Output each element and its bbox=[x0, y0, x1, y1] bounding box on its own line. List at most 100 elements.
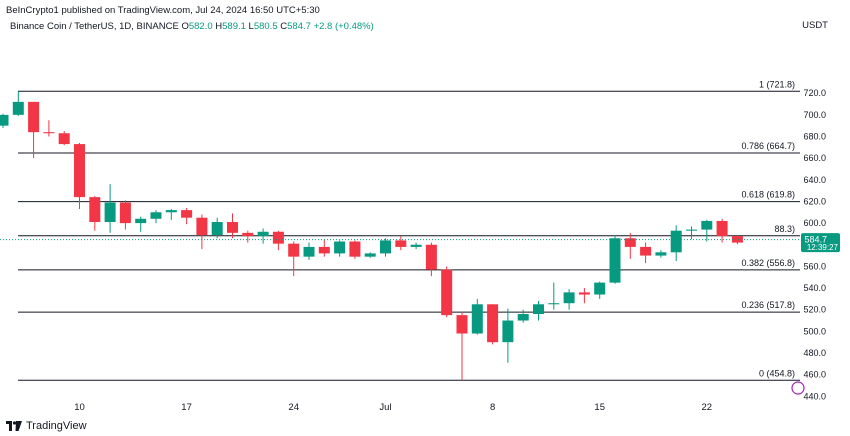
candle-body[interactable] bbox=[104, 202, 116, 223]
y-tick-label: 680.0 bbox=[803, 132, 826, 142]
y-tick-label: 720.0 bbox=[803, 88, 826, 98]
last-price-tag: 584.712:39:27 bbox=[801, 233, 840, 253]
candle-body[interactable] bbox=[181, 210, 193, 218]
candle-body[interactable] bbox=[364, 253, 376, 257]
currency-label[interactable]: USDT bbox=[802, 20, 828, 31]
close-value: 584.7 bbox=[287, 21, 311, 32]
fib-level-label: 1 (721.8) bbox=[759, 79, 795, 89]
price-tag-value: 584.7 bbox=[804, 235, 827, 245]
alert-icon[interactable] bbox=[791, 381, 805, 395]
high-label: H bbox=[215, 21, 223, 32]
x-tick-label: Jul bbox=[379, 402, 391, 413]
candle-body[interactable] bbox=[43, 132, 55, 134]
candle-body[interactable] bbox=[12, 101, 24, 115]
candle-body[interactable] bbox=[624, 238, 636, 247]
candle-body[interactable] bbox=[196, 217, 208, 236]
candle-body[interactable] bbox=[487, 304, 499, 343]
fibonacci-retracement[interactable]: 1 (721.8) 0.786 (664.7) 0.618 (619.8) 88.3)… bbox=[18, 79, 800, 381]
x-tick-label: 24 bbox=[288, 402, 299, 413]
candle-body[interactable] bbox=[578, 292, 590, 295]
candles-layer bbox=[0, 91, 800, 381]
open-value: 582.0 bbox=[188, 21, 213, 32]
close-label: C bbox=[280, 21, 288, 32]
candle-body[interactable] bbox=[410, 244, 422, 247]
publisher-caption: BeInCrypto1 published on TradingView.com… bbox=[6, 5, 320, 16]
x-tick-label: 22 bbox=[702, 402, 713, 413]
y-tick-label: 560.0 bbox=[803, 261, 826, 271]
x-tick-label: 17 bbox=[181, 402, 192, 413]
candle-body[interactable] bbox=[89, 197, 101, 223]
candle-body[interactable] bbox=[303, 246, 315, 257]
price-tag-box bbox=[801, 233, 840, 253]
candle-body[interactable] bbox=[594, 282, 606, 295]
candle-body[interactable] bbox=[731, 236, 743, 243]
high-value: 589.1 bbox=[222, 21, 246, 32]
y-tick-label: 700.0 bbox=[803, 110, 826, 120]
fib-level-label: 0.382 (556.8) bbox=[741, 258, 795, 268]
y-tick-label: 660.0 bbox=[803, 153, 826, 163]
tradingview-logo-icon bbox=[6, 421, 22, 431]
price-axis[interactable]: 440.0460.0480.0500.0520.0540.0560.0580.0… bbox=[803, 88, 826, 401]
price-tag-countdown: 12:39:27 bbox=[807, 243, 839, 252]
y-tick-label: 480.0 bbox=[803, 348, 826, 358]
candle-body[interactable] bbox=[211, 222, 223, 236]
candle-body[interactable] bbox=[701, 220, 713, 230]
candle-body[interactable] bbox=[380, 240, 391, 254]
y-tick-label: 520.0 bbox=[803, 305, 826, 315]
candle-body[interactable] bbox=[349, 241, 361, 257]
x-tick-label: 15 bbox=[594, 402, 605, 413]
candle-body[interactable] bbox=[150, 212, 162, 219]
candle-body[interactable] bbox=[119, 202, 131, 224]
fib-level-label: 0.236 (517.8) bbox=[741, 300, 795, 310]
candle-body[interactable] bbox=[242, 232, 254, 237]
footer: TradingView bbox=[6, 420, 87, 432]
open-label: O bbox=[181, 21, 189, 32]
candle-body[interactable] bbox=[74, 144, 85, 198]
candle-body[interactable] bbox=[272, 231, 284, 244]
candle-body[interactable] bbox=[425, 244, 437, 270]
candle-body[interactable] bbox=[334, 241, 346, 254]
y-tick-label: 540.0 bbox=[803, 283, 826, 293]
candle-body[interactable] bbox=[670, 230, 682, 253]
candle-body[interactable] bbox=[640, 246, 652, 256]
symbol-name[interactable]: Binance Coin / TetherUS, 1D, BINANCE bbox=[10, 21, 179, 32]
candle-body[interactable] bbox=[609, 238, 621, 283]
low-value: 580.5 bbox=[253, 21, 278, 32]
candle-body[interactable] bbox=[257, 231, 269, 237]
y-tick-label: 500.0 bbox=[803, 326, 826, 336]
candle-body[interactable] bbox=[548, 303, 560, 305]
candle-body[interactable] bbox=[165, 210, 177, 213]
y-tick-label: 440.0 bbox=[803, 391, 826, 401]
time-axis[interactable]: 10 17 24 Jul 8 15 22 bbox=[74, 402, 712, 413]
fib-level-label: 0.618 (619.8) bbox=[741, 190, 795, 200]
change-value: +2.8 (+0.48%) bbox=[313, 21, 374, 32]
fib-level-label: 0.786 (664.7) bbox=[741, 141, 795, 151]
candle-body[interactable] bbox=[716, 220, 728, 237]
fib-level-label: 0 (454.8) bbox=[759, 368, 795, 378]
fib-level-label: 88.3) bbox=[774, 224, 795, 234]
candle-body[interactable] bbox=[655, 252, 667, 256]
candle-body[interactable] bbox=[395, 240, 407, 247]
candle-body[interactable] bbox=[58, 133, 70, 145]
candle-body[interactable] bbox=[135, 218, 147, 224]
candle-body[interactable] bbox=[517, 314, 529, 321]
candle-body[interactable] bbox=[533, 304, 544, 315]
candle-body[interactable] bbox=[441, 269, 453, 316]
low-label: L bbox=[248, 21, 254, 32]
footer-brand[interactable]: TradingView bbox=[26, 420, 87, 432]
candle-body[interactable] bbox=[288, 243, 300, 257]
candle-body[interactable] bbox=[0, 114, 9, 126]
y-tick-label: 620.0 bbox=[803, 196, 826, 206]
y-tick-label: 460.0 bbox=[803, 370, 826, 380]
candle-body[interactable] bbox=[471, 304, 483, 334]
candle-body[interactable] bbox=[227, 222, 238, 233]
candle-body[interactable] bbox=[563, 292, 575, 304]
candle-body[interactable] bbox=[318, 246, 330, 254]
candle-body[interactable] bbox=[456, 315, 468, 334]
candle-body[interactable] bbox=[686, 229, 697, 231]
x-tick-label: 10 bbox=[74, 402, 85, 413]
candle-body[interactable] bbox=[28, 101, 40, 133]
y-tick-label: 600.0 bbox=[803, 218, 826, 228]
candle-body[interactable] bbox=[502, 320, 514, 343]
